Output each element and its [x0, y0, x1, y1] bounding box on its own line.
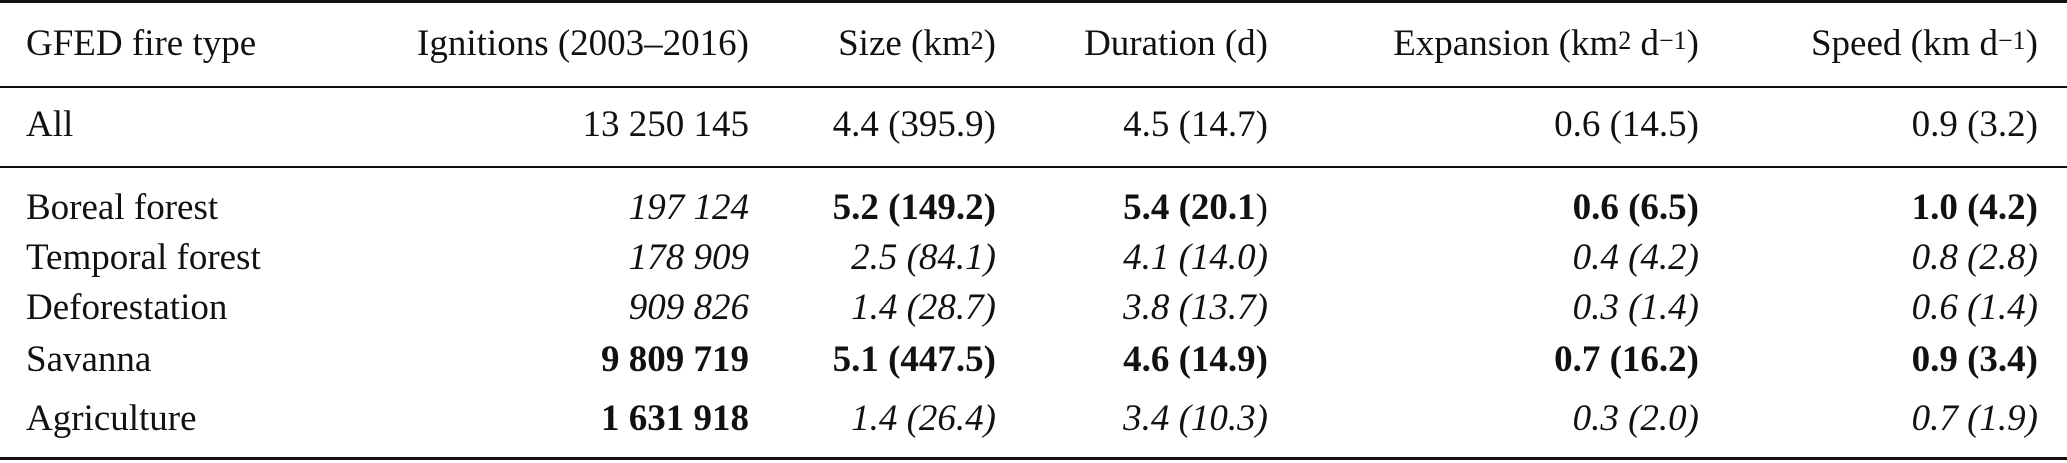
cell-expansion: 0.4 (4.2) [1572, 237, 1699, 278]
cell-speed: 0.7 (1.9) [1911, 398, 2038, 439]
cell-duration: 4.6 (14.9) [1123, 339, 1268, 380]
cell-ignitions: 9 809 719 [601, 339, 749, 380]
row-label: Temporal forest [26, 237, 261, 278]
table-row-all: All 13 250 145 4.4 (395.9) 4.5 (14.7) 0.… [0, 100, 2067, 150]
table-row-savanna: Savanna 9 809 719 5.1 (447.5) 4.6 (14.9)… [0, 335, 2067, 385]
row-label: All [26, 104, 74, 145]
table-row-temporal-forest: Temporal forest 178 909 2.5 (84.1) 4.1 (… [0, 233, 2067, 283]
header-ignitions: Ignitions (2003–2016) [417, 23, 749, 64]
header-row: GFED fire type Ignitions (2003–2016) Siz… [0, 19, 2067, 69]
cell-expansion: 0.7 (16.2) [1554, 339, 1699, 380]
cell-size: 5.2 (149.2) [832, 187, 996, 228]
cell-speed: 1.0 (4.2) [1911, 187, 2038, 228]
cell-size: 1.4 (26.4) [851, 398, 996, 439]
table-row-deforestation: Deforestation 909 826 1.4 (28.7) 3.8 (13… [0, 283, 2067, 333]
cell-ignitions: 1 631 918 [601, 398, 749, 439]
header-fire-type: GFED fire type [26, 23, 257, 64]
header-speed: Speed (km d−1) [1810, 23, 2038, 64]
row-label: Deforestation [26, 287, 228, 328]
cell-duration: 5.4 (20.1) [1123, 187, 1268, 228]
cell-ignitions: 178 909 [628, 237, 749, 278]
cell-ignitions: 197 124 [628, 187, 749, 228]
cell-ignitions: 13 250 145 [582, 104, 750, 145]
cell-duration: 4.5 (14.7) [1123, 104, 1268, 145]
cell-size: 2.5 (84.1) [851, 237, 996, 278]
header-size: Size (km2) [838, 23, 996, 64]
cell-speed: 0.9 (3.2) [1911, 104, 2038, 145]
cell-speed: 0.6 (1.4) [1911, 287, 2038, 328]
header-rule [0, 86, 2067, 88]
cell-expansion: 0.6 (14.5) [1554, 104, 1699, 145]
cell-size: 1.4 (28.7) [851, 287, 996, 328]
cell-ignitions: 909 826 [628, 287, 749, 328]
table-row-agriculture: Agriculture 1 631 918 1.4 (26.4) 3.4 (10… [0, 394, 2067, 444]
cell-size: 5.1 (447.5) [832, 339, 996, 380]
section-rule [0, 166, 2067, 168]
bottom-rule [0, 457, 2067, 460]
cell-duration: 3.8 (13.7) [1123, 287, 1268, 328]
cell-duration: 3.4 (10.3) [1123, 398, 1268, 439]
row-label: Agriculture [26, 398, 197, 439]
header-expansion: Expansion (km2 d−1) [1393, 23, 1699, 64]
cell-expansion: 0.3 (1.4) [1572, 287, 1699, 328]
table-row-boreal-forest: Boreal forest 197 124 5.2 (149.2) 5.4 (2… [0, 183, 2067, 233]
top-rule [0, 0, 2067, 3]
cell-expansion: 0.6 (6.5) [1572, 187, 1699, 228]
cell-expansion: 0.3 (2.0) [1572, 398, 1699, 439]
cell-speed: 0.9 (3.4) [1911, 339, 2038, 380]
header-duration: Duration (d) [1084, 23, 1268, 64]
row-label: Boreal forest [26, 187, 219, 228]
cell-duration: 4.1 (14.0) [1123, 237, 1268, 278]
row-label: Savanna [26, 339, 152, 380]
cell-speed: 0.8 (2.8) [1911, 237, 2038, 278]
cell-size: 4.4 (395.9) [832, 104, 996, 145]
